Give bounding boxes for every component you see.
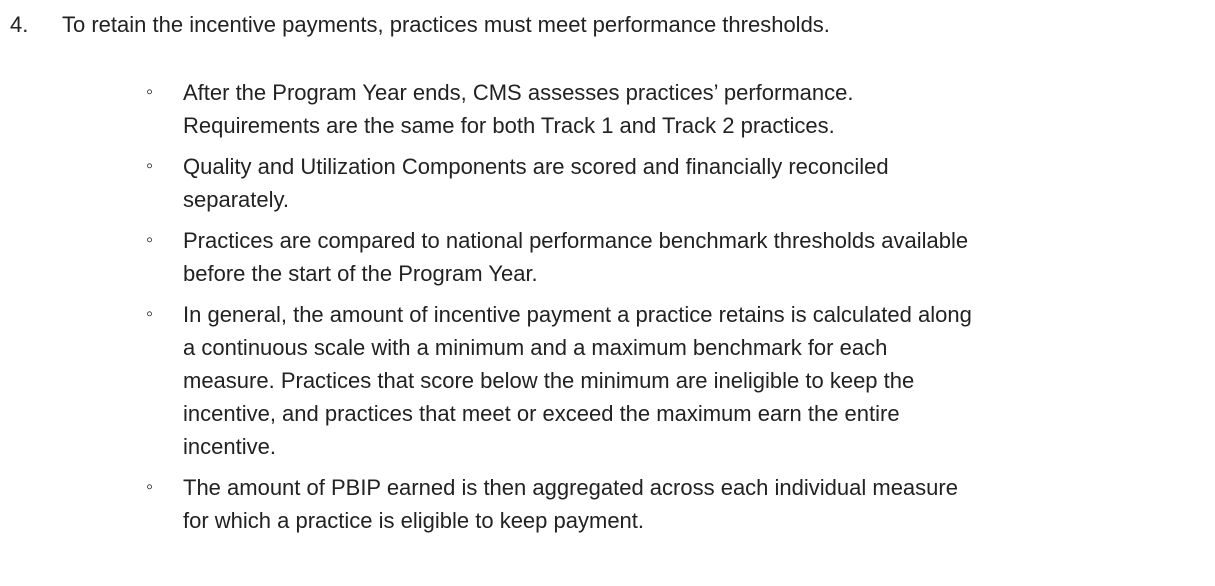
bullet-line: a continuous scale with a minimum and a … — [183, 335, 888, 360]
bullet-line: The amount of PBIP earned is then aggreg… — [183, 475, 958, 500]
bullet-line: After the Program Year ends, CMS assesse… — [183, 80, 854, 105]
bullet: In general, the amount of incentive paym… — [0, 298, 1215, 463]
bullet: The amount of PBIP earned is then aggreg… — [0, 471, 1215, 537]
bullet-line: Quality and Utilization Components are s… — [183, 154, 889, 179]
bullet: After the Program Year ends, CMS assesse… — [0, 76, 1215, 142]
bullet-line: incentive. — [183, 434, 276, 459]
bullet-line: Practices are compared to national perfo… — [183, 228, 969, 253]
bullet-line: measure. Practices that score below the … — [183, 368, 915, 393]
bullet-line: before the start of the Program Year. — [183, 261, 538, 286]
bullet-line: for which a practice is eligible to keep… — [183, 508, 645, 533]
bullet-line: Requirements are the same for both Track… — [183, 113, 835, 138]
bullet-line: In general, the amount of incentive paym… — [183, 302, 972, 327]
bullet-line: separately. — [183, 187, 289, 212]
bullet-line: incentive, and practices that meet or ex… — [183, 401, 900, 426]
bullet-list: After the Program Year ends, CMS assesse… — [0, 76, 1215, 545]
bullet: Practices are compared to national perfo… — [0, 224, 1215, 290]
item-heading: To retain the incentive payments, practi… — [62, 12, 830, 37]
bullet: Quality and Utilization Components are s… — [0, 150, 1215, 216]
item-number: 4. — [10, 12, 29, 37]
